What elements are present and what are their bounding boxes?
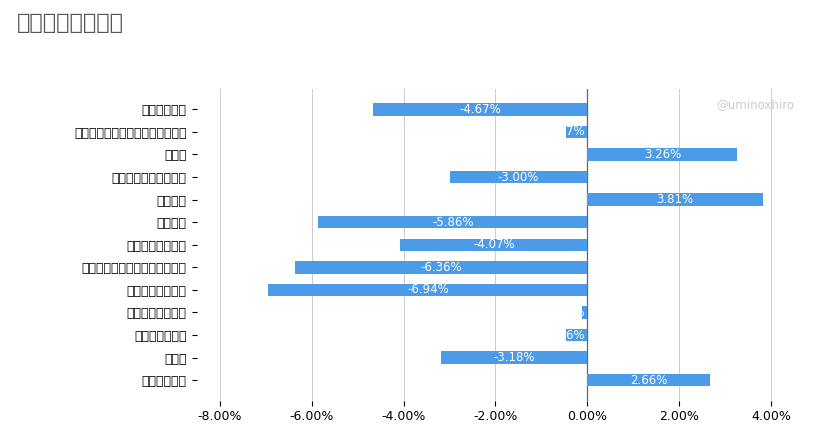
Text: -6.36%: -6.36% [420,261,462,274]
Bar [566,329,587,341]
Text: 仮想通貨関連銘柄: 仮想通貨関連銘柄 [16,13,124,33]
Bar [582,306,587,319]
Text: -0.46%: -0.46% [544,328,585,341]
Bar [450,171,587,183]
Text: -0.11%: -0.11% [544,306,585,319]
Text: @uminoxhiro: @uminoxhiro [717,98,794,111]
Bar [587,374,710,386]
Bar [318,216,587,228]
Text: -4.07%: -4.07% [473,238,514,251]
Bar [587,194,762,206]
Bar [566,126,587,138]
Text: -5.86%: -5.86% [432,216,473,229]
Bar [373,103,587,116]
Text: 3.26%: 3.26% [644,148,681,161]
Bar [587,148,737,161]
Text: -4.67%: -4.67% [459,103,501,116]
Bar [295,261,587,274]
Text: -6.94%: -6.94% [407,283,449,296]
Text: -0.47%: -0.47% [544,125,585,138]
Bar [269,283,587,296]
Bar [400,239,587,251]
Text: 2.66%: 2.66% [630,374,667,387]
Text: 3.81%: 3.81% [657,193,694,206]
Bar [441,352,587,364]
Text: -3.18%: -3.18% [494,351,535,364]
Text: -3.00%: -3.00% [498,170,539,183]
